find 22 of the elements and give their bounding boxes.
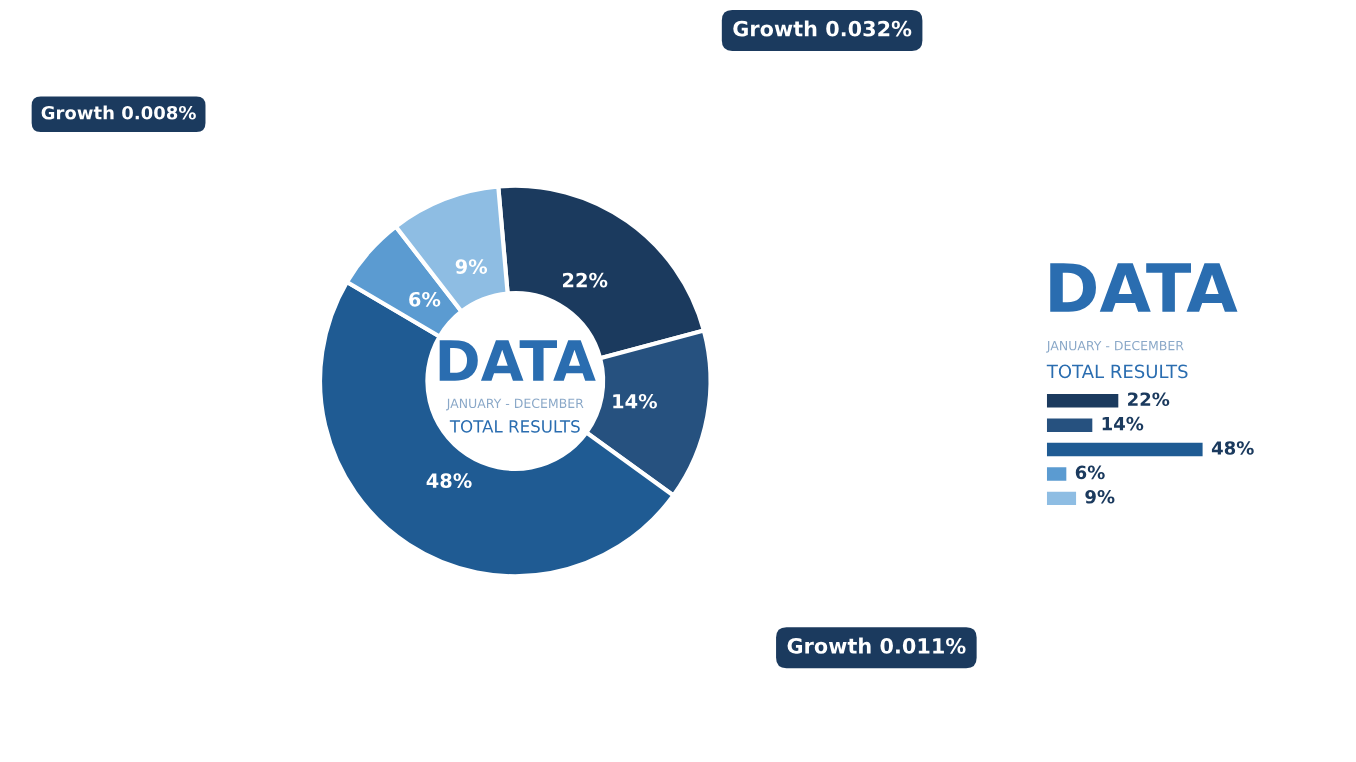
text: Growth 0.008% bbox=[41, 105, 196, 120]
text: TOTAL RESULTS bbox=[449, 420, 580, 433]
data-label: 48% bbox=[426, 473, 472, 488]
bar bbox=[1046, 442, 1203, 457]
text: DATA bbox=[439, 340, 596, 381]
data-label: 22% bbox=[1128, 392, 1170, 407]
data-label: 6% bbox=[1075, 465, 1105, 480]
data-label: 14% bbox=[1102, 416, 1144, 431]
data-label: 6% bbox=[409, 291, 441, 307]
data-label: 14% bbox=[613, 393, 657, 409]
bar bbox=[1046, 418, 1093, 432]
bar bbox=[1046, 491, 1077, 506]
text: Growth 0.032% bbox=[733, 20, 912, 37]
bar bbox=[1046, 467, 1067, 481]
data-label: 48% bbox=[1211, 441, 1254, 455]
data-label: 9% bbox=[1085, 489, 1115, 504]
text: Growth 0.011% bbox=[787, 637, 966, 654]
data-label: 9% bbox=[455, 259, 488, 274]
bar bbox=[1046, 394, 1119, 408]
chart-title: DATA bbox=[1050, 263, 1238, 312]
text: TOTAL RESULTS bbox=[1046, 364, 1188, 379]
data-label: 22% bbox=[562, 272, 608, 288]
